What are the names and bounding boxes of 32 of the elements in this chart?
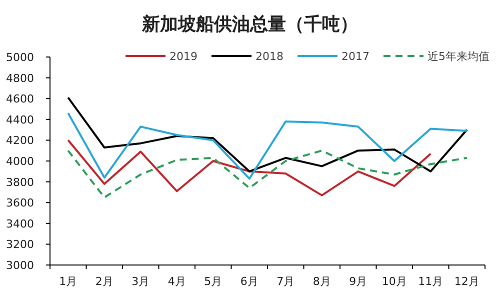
legend-label: 2018 — [256, 50, 284, 63]
y-tick-label: 3400 — [6, 217, 34, 230]
chart-title: 新加坡船供油总量（千吨） — [141, 14, 358, 35]
line-series — [67, 96, 468, 172]
legend-label: 2017 — [342, 50, 370, 63]
y-tick-label: 4200 — [6, 134, 34, 148]
x-tick-label: 10月 — [382, 275, 407, 288]
x-tick-label: 5月 — [204, 275, 222, 288]
x-tick-label: 7月 — [276, 275, 295, 288]
y-tick-label: 3800 — [6, 176, 34, 189]
x-tick-label: 12月 — [454, 275, 480, 288]
y-tick-label: 5000 — [6, 51, 34, 64]
y-tick-label: 3600 — [6, 196, 34, 210]
x-tick-label: 8月 — [312, 275, 331, 288]
y-tick-label: 4800 — [6, 72, 34, 85]
x-tick-label: 11月 — [418, 275, 444, 288]
line-series — [67, 112, 468, 180]
x-tick-label: 9月 — [349, 275, 368, 288]
y-tick-label: 3000 — [6, 259, 34, 272]
x-tick-label: 2月 — [95, 275, 114, 288]
x-tick-label: 1月 — [59, 275, 78, 288]
x-tick-label: 6月 — [240, 275, 258, 288]
legend-label: 2019 — [170, 50, 198, 63]
line-series — [67, 150, 468, 198]
legend-label: 近5年来均值 — [428, 50, 490, 63]
y-tick-label: 4400 — [6, 113, 34, 126]
y-tick-label: 4600 — [6, 92, 34, 106]
x-tick-label: 3月 — [132, 275, 150, 288]
line-series — [67, 139, 432, 196]
y-tick-label: 4000 — [6, 155, 34, 168]
x-tick-label: 4月 — [168, 275, 186, 288]
y-tick-label: 3200 — [6, 238, 34, 252]
